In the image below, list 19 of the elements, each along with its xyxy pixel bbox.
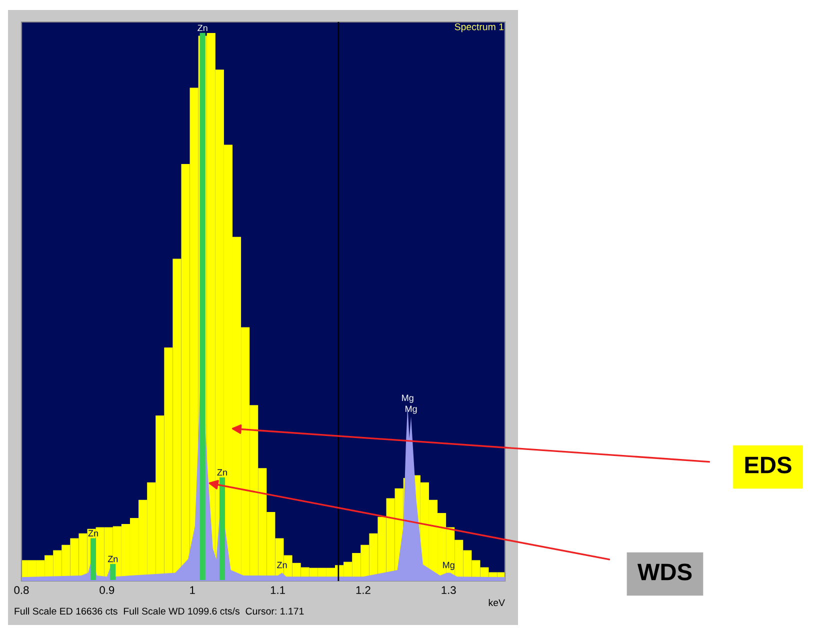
annotation: Zn: [217, 469, 227, 476]
text: Full Scale ED 16636 cts Full Scale WD 1099.6 cts/s Cursor: 1.171: [14, 607, 304, 615]
annotation: Mg: [402, 394, 414, 403]
x-tick-label: 0.9: [100, 586, 114, 594]
text: WDS: [637, 564, 692, 580]
x-tick-label: 1.2: [356, 586, 370, 594]
text: EDS: [745, 456, 792, 474]
x-axis-title: keV: [488, 598, 505, 606]
x-tick-label: 1: [190, 586, 195, 594]
x-tick-label: 0.8: [14, 586, 29, 594]
annotation: Mg: [443, 562, 454, 570]
annotation: Zn: [88, 530, 98, 536]
chart-title: Spectrum 1: [454, 23, 504, 32]
annotation: Zn: [108, 556, 118, 562]
x-tick-label: 1.1: [270, 586, 285, 594]
annotation: Mg: [406, 406, 417, 414]
annotation: Zn: [198, 24, 208, 32]
annotation: Zn: [277, 562, 287, 568]
x-tick-label: 1.3: [442, 586, 456, 594]
